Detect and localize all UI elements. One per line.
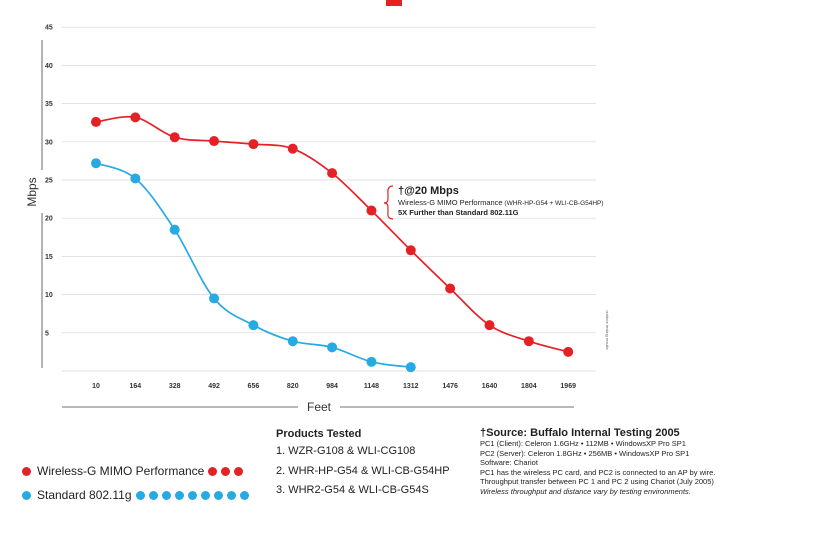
x-tick-820: 820 bbox=[287, 383, 299, 390]
y-tick-40: 40 bbox=[45, 63, 53, 70]
point-mimo-656 bbox=[248, 139, 258, 149]
source-line-1: PC1 (Client): Celeron 1.6GHz • 112MB • W… bbox=[480, 439, 780, 449]
legend-mimo-dot-1 bbox=[208, 467, 217, 476]
products-tested: Products Tested 1. WZR-G108 & WLI-CG108 … bbox=[276, 426, 450, 501]
vertical-note: outdoor testing results bbox=[605, 310, 610, 349]
point-standard-984 bbox=[327, 342, 337, 352]
point-standard-1148 bbox=[366, 357, 376, 367]
point-standard-10 bbox=[91, 158, 101, 168]
legend-standard-dot-1 bbox=[136, 491, 145, 500]
legend-item-standard: Standard 802.11g bbox=[22, 488, 253, 502]
x-tick-492: 492 bbox=[208, 383, 220, 390]
point-mimo-164 bbox=[130, 112, 140, 122]
source-line-2: PC2 (Server): Celeron 1.8GHz • 256MB • W… bbox=[480, 449, 780, 459]
point-mimo-1804 bbox=[524, 336, 534, 346]
annotation-line1-main: Wireless-G MIMO Performance bbox=[398, 198, 503, 207]
x-tick-1476: 1476 bbox=[442, 383, 458, 390]
y-tick-20: 20 bbox=[45, 216, 53, 223]
throughput-chart: 5 10 15 20 25 30 35 40 45 10 164 328 492 656 820 984 11… bbox=[0, 0, 836, 420]
source-note: Wireless throughput and distance vary by… bbox=[480, 487, 780, 497]
series-line-standard bbox=[96, 163, 411, 367]
legend-standard-dot-4 bbox=[175, 491, 184, 500]
x-tick-labels: 10 164 328 492 656 820 984 1148 1312 1476 1640 1804… bbox=[92, 383, 576, 390]
y-tick-30: 30 bbox=[45, 139, 53, 146]
x-tick-984: 984 bbox=[326, 383, 338, 390]
product-item-1: 1. WZR-G108 & WLI-CG108 bbox=[276, 442, 450, 462]
point-standard-492 bbox=[209, 293, 219, 303]
annotation-line2: 5X Further than Standard 802.11G bbox=[398, 208, 519, 217]
legend-dots-standard bbox=[136, 491, 253, 500]
legend-dot-mimo bbox=[22, 467, 31, 476]
source-title: †Source: Buffalo Internal Testing 2005 bbox=[480, 427, 780, 439]
source-notes: †Source: Buffalo Internal Testing 2005 P… bbox=[480, 427, 780, 497]
legend-dot-standard bbox=[22, 491, 31, 500]
header-logo-fragment bbox=[386, 0, 402, 6]
point-standard-328 bbox=[170, 225, 180, 235]
x-tick-1804: 1804 bbox=[521, 383, 537, 390]
y-axis-label: Mbps bbox=[25, 177, 39, 206]
legend-standard-dot-2 bbox=[149, 491, 158, 500]
legend-standard-dot-5 bbox=[188, 491, 197, 500]
legend-standard-dot-6 bbox=[201, 491, 210, 500]
x-tick-1148: 1148 bbox=[364, 383, 379, 390]
legend-mimo-dot-3 bbox=[234, 467, 243, 476]
legend-item-mimo: Wireless-G MIMO Performance bbox=[22, 464, 247, 478]
y-tick-labels: 5 10 15 20 25 30 35 40 45 bbox=[45, 25, 53, 338]
y-tick-15: 15 bbox=[45, 254, 53, 261]
point-mimo-328 bbox=[170, 132, 180, 142]
source-line-5: Throughput transfer between PC 1 and PC … bbox=[480, 477, 780, 487]
x-tick-1969: 1969 bbox=[560, 383, 576, 390]
y-tick-10: 10 bbox=[45, 292, 53, 299]
series-line-mimo bbox=[96, 117, 568, 352]
x-tick-656: 656 bbox=[248, 383, 260, 390]
y-tick-35: 35 bbox=[45, 101, 53, 108]
y-tick-5: 5 bbox=[45, 330, 49, 337]
source-line-4: PC1 has the wireless PC card, and PC2 is… bbox=[480, 468, 780, 478]
x-axis-label: Feet bbox=[307, 400, 332, 414]
point-standard-820 bbox=[288, 336, 298, 346]
products-title: Products Tested bbox=[276, 426, 450, 442]
legend-mimo-dot-2 bbox=[221, 467, 230, 476]
point-mimo-10 bbox=[91, 117, 101, 127]
point-mimo-492 bbox=[209, 136, 219, 146]
product-item-3: 3. WHR2-G54 & WLI-CB-G54S bbox=[276, 481, 450, 501]
x-tick-1312: 1312 bbox=[403, 383, 419, 390]
x-tick-164: 164 bbox=[130, 383, 142, 390]
point-mimo-1148 bbox=[366, 206, 376, 216]
annotation-brace bbox=[384, 186, 393, 219]
point-standard-656 bbox=[248, 320, 258, 330]
chart-series bbox=[91, 112, 573, 372]
product-item-2: 2. WHR-HP-G54 & WLI-CB-G54HP bbox=[276, 462, 450, 482]
point-mimo-1476 bbox=[445, 283, 455, 293]
x-tick-328: 328 bbox=[169, 383, 181, 390]
point-standard-1312 bbox=[406, 362, 416, 372]
legend-dots-mimo bbox=[208, 467, 247, 476]
y-tick-45: 45 bbox=[45, 25, 53, 32]
legend-label-mimo: Wireless-G MIMO Performance bbox=[37, 464, 204, 478]
point-mimo-820 bbox=[288, 144, 298, 154]
x-tick-10: 10 bbox=[92, 383, 100, 390]
point-mimo-984 bbox=[327, 168, 337, 178]
point-mimo-1312 bbox=[406, 245, 416, 255]
annotation-title: †@20 Mbps bbox=[398, 185, 459, 197]
x-tick-1640: 1640 bbox=[482, 383, 498, 390]
legend-standard-dot-3 bbox=[162, 491, 171, 500]
point-mimo-1640 bbox=[485, 320, 495, 330]
source-line-3: Software: Chariot bbox=[480, 458, 780, 468]
y-tick-25: 25 bbox=[45, 178, 53, 185]
legend-label-standard: Standard 802.11g bbox=[37, 488, 132, 502]
legend-standard-dot-7 bbox=[214, 491, 223, 500]
legend-standard-dot-8 bbox=[227, 491, 236, 500]
annotation-line1: Wireless-G MIMO Performance (WHR-HP-G54 … bbox=[398, 198, 604, 207]
legend-standard-dot-9 bbox=[240, 491, 249, 500]
annotation-line1-detail: (WHR-HP-G54 + WLI-CB-G54HP) bbox=[503, 200, 604, 207]
point-mimo-1969 bbox=[563, 347, 573, 357]
point-standard-164 bbox=[130, 173, 140, 183]
